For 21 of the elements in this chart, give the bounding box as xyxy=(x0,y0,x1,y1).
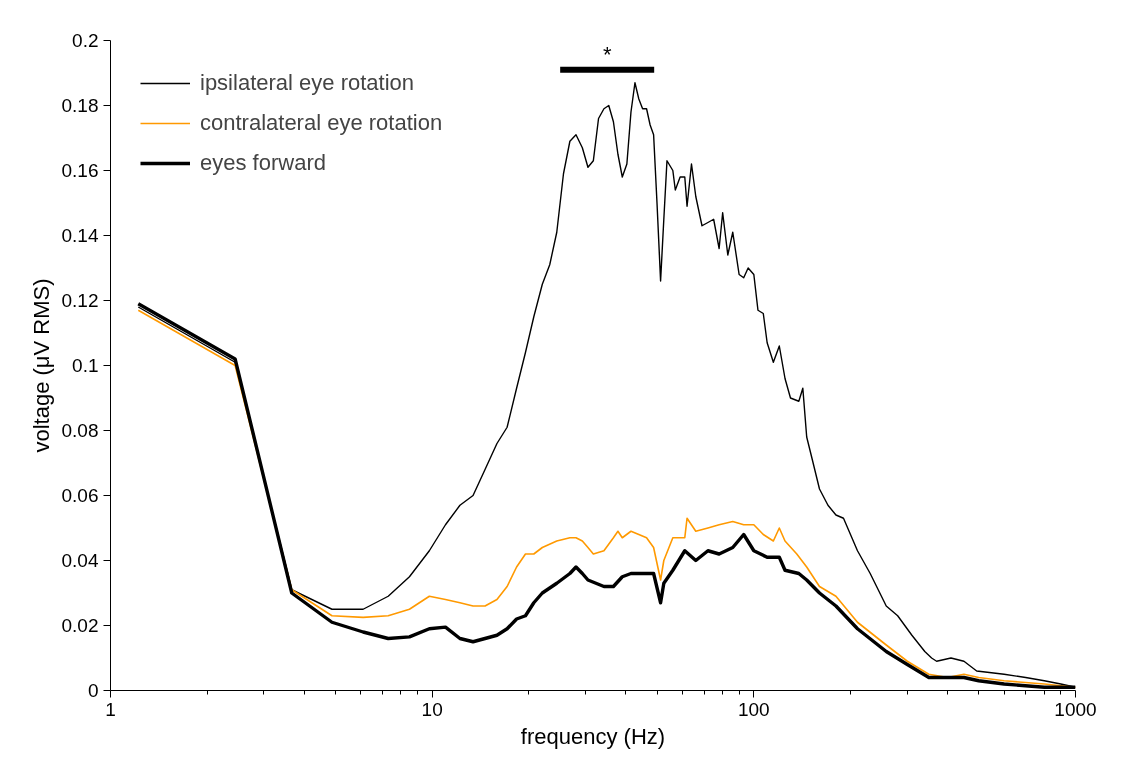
y-tick-label: 0.1 xyxy=(72,355,99,376)
y-tick-label: 0.02 xyxy=(61,615,99,636)
x-tick-label: 10 xyxy=(421,698,443,720)
y-tick-label: 0.2 xyxy=(72,30,99,51)
y-axis-title: voltage (μV RMS) xyxy=(28,278,54,453)
legend-label: ipsilateral eye rotation xyxy=(200,70,415,96)
x-axis-title: frequency (Hz) xyxy=(520,723,666,749)
y-tick-label: 0.18 xyxy=(61,95,99,116)
y-tick-label: 0 xyxy=(87,680,99,701)
y-tick-label: 0.06 xyxy=(61,485,99,506)
x-tick-label: 1000 xyxy=(1054,698,1097,720)
y-tick-label: 0.04 xyxy=(61,550,99,571)
y-tick-label: 0.12 xyxy=(61,290,99,311)
x-tick-label: 1 xyxy=(105,698,116,720)
legend-label: eyes forward xyxy=(200,150,326,176)
legend-label: contralateral eye rotation xyxy=(200,110,443,136)
x-tick-label: 100 xyxy=(737,698,770,720)
annotation: * xyxy=(602,41,612,67)
y-tick-label: 0.16 xyxy=(61,160,99,181)
y-tick-label: 0.08 xyxy=(61,420,99,441)
y-tick-label: 0.14 xyxy=(61,225,99,246)
